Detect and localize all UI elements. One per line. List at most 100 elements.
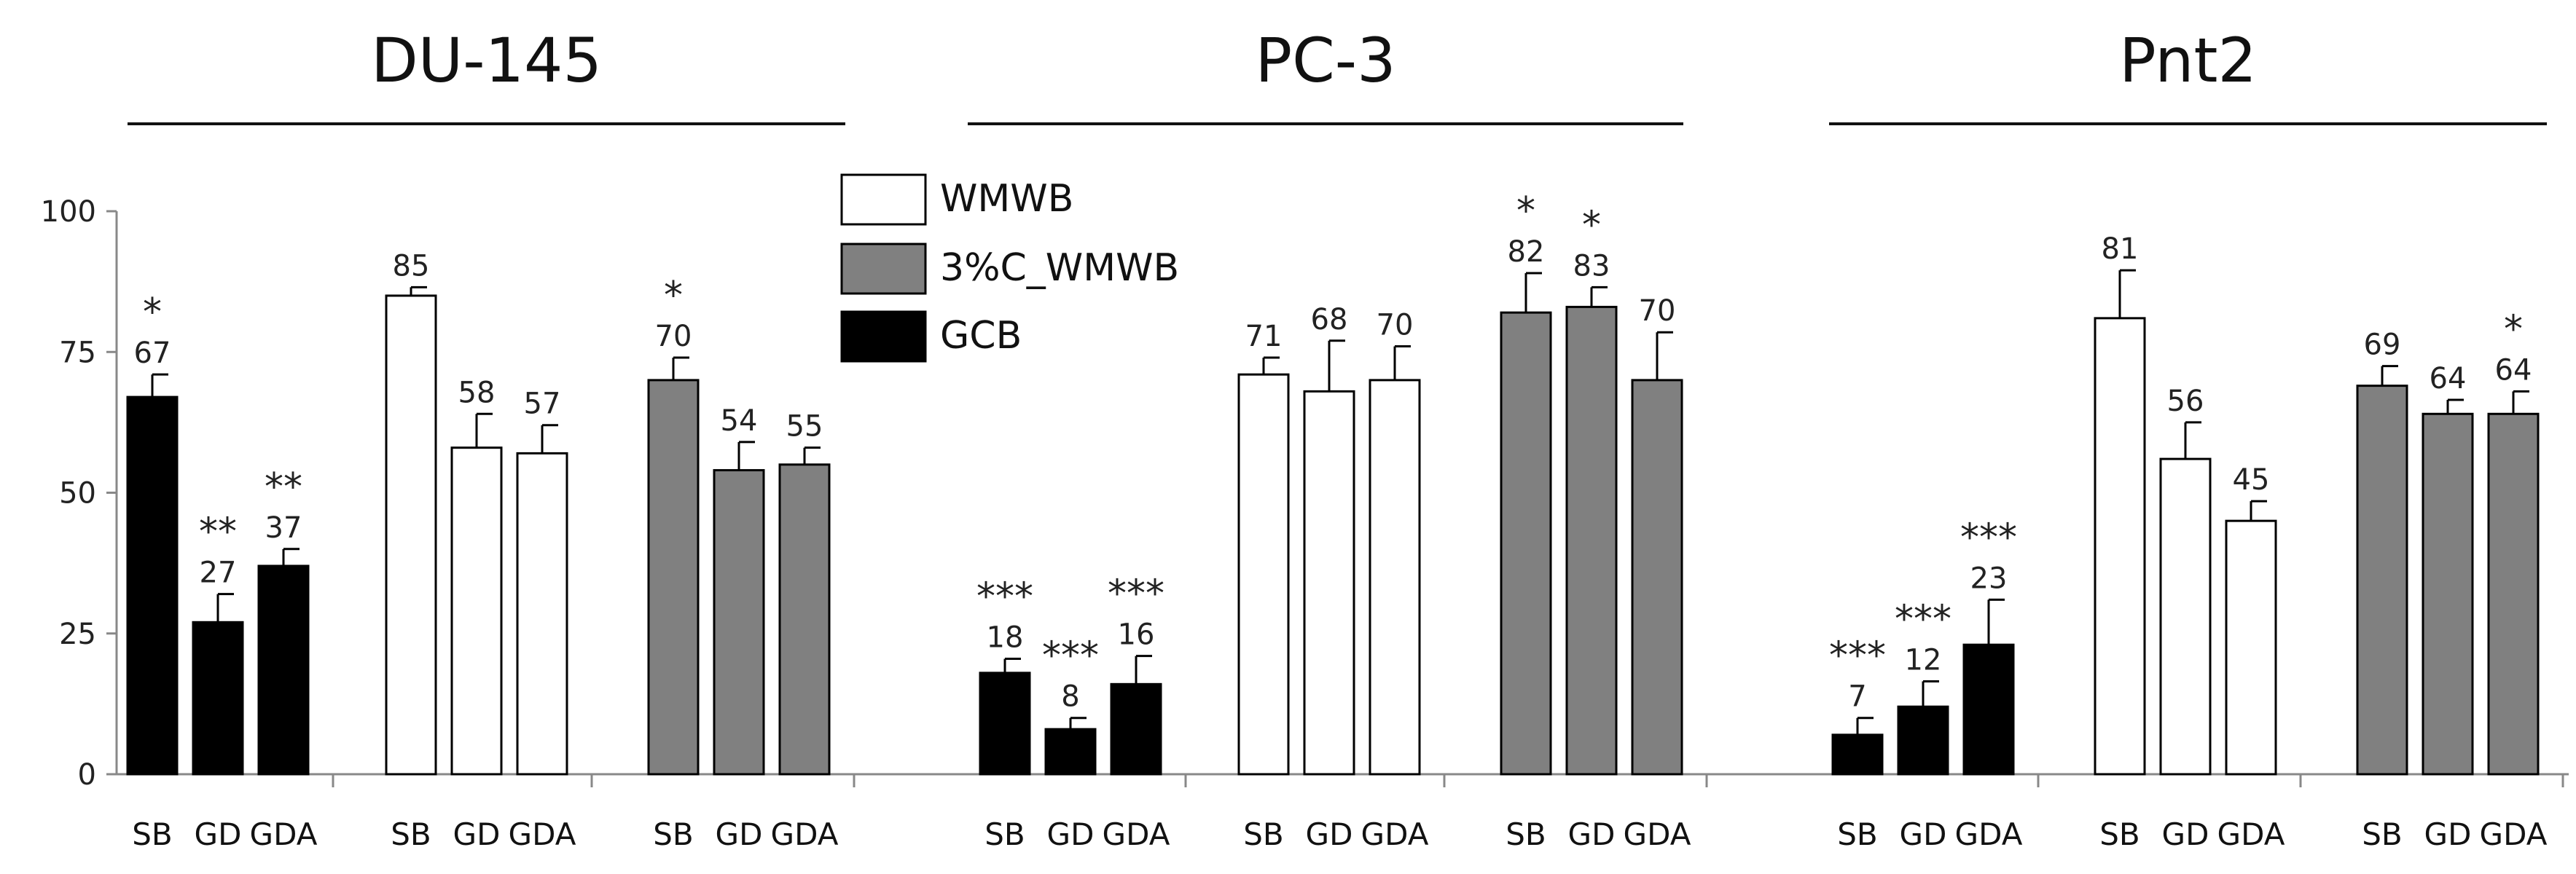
- data-label: 57: [524, 387, 561, 421]
- data-label: 69: [2364, 328, 2401, 362]
- bar: [2094, 317, 2146, 776]
- x-tick-label: SB: [1243, 816, 1283, 852]
- bar: [2422, 412, 2474, 776]
- legend-label: 3%C_WMWB: [940, 246, 1179, 290]
- data-label: 37: [265, 511, 302, 545]
- data-label: 8: [1061, 680, 1079, 714]
- data-label: 64: [2495, 353, 2532, 387]
- x-tick-label: GDA: [2217, 816, 2285, 852]
- x-tick-label: GDA: [771, 816, 839, 852]
- significance-label: ***: [1829, 634, 1886, 678]
- x-tick-label: GD: [2162, 816, 2209, 852]
- bar: [1369, 379, 1421, 776]
- data-label: 68: [1311, 303, 1348, 336]
- y-tick-label: 75: [59, 336, 96, 369]
- x-tick-label: GDA: [1361, 816, 1429, 852]
- bar: [126, 395, 179, 776]
- x-tick-label: SB: [2099, 816, 2140, 852]
- bar: [713, 469, 765, 776]
- data-label: 58: [458, 376, 496, 409]
- x-tick-label: GD: [1900, 816, 1947, 852]
- legend-label: WMWB: [940, 177, 1073, 221]
- legend-swatch: [840, 310, 927, 363]
- bar: [1565, 305, 1618, 776]
- data-label: 55: [786, 410, 823, 444]
- data-label: 27: [200, 556, 237, 590]
- group-title: DU-145: [371, 25, 602, 96]
- data-label: 45: [2233, 463, 2270, 497]
- significance-label: ***: [1108, 572, 1164, 616]
- x-tick-label: SB: [132, 816, 172, 852]
- significance-label: ***: [1895, 597, 1951, 641]
- y-tick-label: 50: [59, 477, 96, 511]
- data-label: 16: [1118, 618, 1155, 652]
- bar: [1303, 390, 1355, 776]
- significance-label: *: [2504, 307, 2523, 351]
- bar: [1897, 705, 1949, 776]
- data-label: 23: [1970, 562, 2008, 595]
- data-label: 82: [1508, 235, 1545, 269]
- significance-label: *: [1516, 189, 1535, 233]
- bar: [1631, 379, 1683, 776]
- x-tick-label: GDA: [1955, 816, 2023, 852]
- y-tick-label: 0: [78, 758, 96, 792]
- bar: [647, 379, 700, 776]
- x-tick-label: SB: [1506, 816, 1546, 852]
- significance-label: ***: [1960, 516, 2017, 559]
- bar: [2356, 385, 2408, 776]
- bar: [2487, 412, 2540, 776]
- legend-label: GCB: [940, 314, 1022, 358]
- data-label: 12: [1905, 643, 1942, 677]
- data-label: 56: [2167, 385, 2204, 418]
- bar: [2225, 519, 2277, 776]
- x-tick-label: GDA: [2480, 816, 2548, 852]
- significance-label: ***: [976, 575, 1033, 619]
- x-tick-label: SB: [2362, 816, 2402, 852]
- data-label: 7: [1848, 680, 1866, 714]
- data-label: 85: [393, 249, 430, 283]
- bar: [516, 452, 568, 776]
- group-title: Pnt2: [2119, 25, 2257, 96]
- x-tick-label: SB: [391, 816, 431, 852]
- bars-layer: 67*SB27**GD37**GDA85SB58GD57GDA70*SB54GD…: [126, 189, 2548, 852]
- x-tick-label: GD: [1306, 816, 1353, 852]
- x-tick-label: GD: [2424, 816, 2472, 852]
- bar: [385, 294, 437, 776]
- bar: [450, 446, 503, 776]
- bar: [979, 672, 1031, 776]
- x-tick-label: GD: [1047, 816, 1095, 852]
- x-tick-label: GD: [1568, 816, 1616, 852]
- legend: WMWB 3%C_WMWB GCB: [840, 173, 1179, 363]
- data-label: 54: [721, 404, 758, 438]
- bar: [2159, 457, 2212, 776]
- significance-label: ***: [1042, 634, 1099, 678]
- bar: [1044, 728, 1097, 776]
- significance-label: **: [265, 465, 302, 509]
- bar: [1500, 311, 1552, 776]
- y-tick-label: 100: [41, 195, 96, 229]
- bar: [1962, 643, 2015, 776]
- data-label: 71: [1245, 320, 1283, 353]
- bar: [1237, 373, 1290, 776]
- x-tick-label: GDA: [1103, 816, 1170, 852]
- group-title: PC-3: [1255, 25, 1395, 96]
- bar: [778, 463, 831, 776]
- legend-swatch: [840, 173, 927, 226]
- data-label: 81: [2102, 232, 2139, 266]
- data-label: 64: [2430, 362, 2467, 395]
- data-label: 70: [1639, 294, 1676, 328]
- x-tick-label: GDA: [509, 816, 576, 852]
- x-tick-label: GD: [453, 816, 501, 852]
- bar: [257, 564, 310, 776]
- bar: [192, 621, 244, 776]
- data-label: 70: [655, 320, 692, 353]
- x-tick-label: SB: [1837, 816, 1877, 852]
- significance-label: **: [199, 511, 237, 554]
- bar: [1831, 733, 1884, 776]
- x-tick-label: SB: [653, 816, 693, 852]
- y-tick-label: 25: [59, 618, 96, 651]
- groups-layer: DU-145 PC-3 Pnt2: [128, 25, 2547, 125]
- x-tick-label: GD: [195, 816, 242, 852]
- x-tick-label: GD: [716, 816, 763, 852]
- x-tick-label: GDA: [250, 816, 318, 852]
